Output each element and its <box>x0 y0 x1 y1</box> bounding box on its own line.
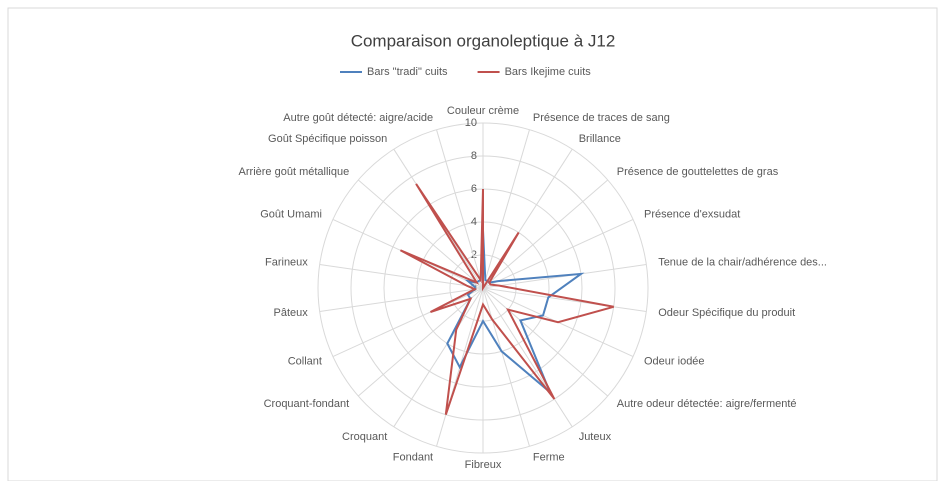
r-tick-label: 10 <box>465 117 477 129</box>
category-label: Fibreux <box>465 459 502 471</box>
chart-title: Comparaison organoleptique à J12 <box>351 31 616 50</box>
spoke <box>482 129 530 289</box>
category-label: Fondant <box>393 452 433 464</box>
series-line <box>446 230 585 393</box>
category-label: Ferme <box>533 452 565 464</box>
spoke <box>482 287 573 428</box>
r-tick-label: 6 <box>471 183 477 195</box>
category-label: Goût Spécifique poisson <box>268 133 387 145</box>
spoke <box>482 287 530 447</box>
category-label: Présence de gouttelettes de gras <box>617 166 779 178</box>
spoke <box>393 287 484 428</box>
chart-frame <box>7 7 938 481</box>
spoke <box>332 287 484 357</box>
legend-label: Bars "tradi" cuits <box>367 66 448 78</box>
spoke <box>357 287 484 397</box>
category-label: Croquant <box>342 431 387 443</box>
spoke <box>482 287 609 397</box>
spoke <box>436 129 484 289</box>
r-tick-label: 4 <box>471 216 477 228</box>
series-line <box>399 183 614 415</box>
category-label: Odeur iodée <box>644 355 705 367</box>
category-label: Brillance <box>579 133 621 145</box>
r-tick-label: 2 <box>471 249 477 261</box>
legend-label: Bars Ikejime cuits <box>505 66 592 78</box>
spoke <box>482 287 647 312</box>
category-label: Collant <box>288 355 322 367</box>
spoke <box>357 179 484 289</box>
category-label: Présence de traces de sang <box>533 112 670 124</box>
r-tick-label: 8 <box>471 150 477 162</box>
category-label: Odeur Spécifique du produit <box>658 307 795 319</box>
category-label: Farineux <box>265 257 308 269</box>
category-label: Goût Umami <box>260 208 322 220</box>
spoke <box>482 219 634 289</box>
category-label: Présence d'exsudat <box>644 208 740 220</box>
category-label: Autre goût détecté: aigre/acide <box>283 112 433 124</box>
category-label: Tenue de la chair/adhérence des... <box>658 257 827 269</box>
spoke <box>319 287 484 312</box>
spoke <box>482 179 609 289</box>
category-label: Couleur crème <box>447 105 519 117</box>
category-label: Arrière goût métallique <box>239 166 350 178</box>
spoke <box>319 264 484 289</box>
category-label: Pâteux <box>274 307 309 319</box>
category-label: Autre odeur détectée: aigre/fermenté <box>617 398 797 410</box>
category-label: Juteux <box>579 431 612 443</box>
category-label: Croquant-fondant <box>264 398 350 410</box>
